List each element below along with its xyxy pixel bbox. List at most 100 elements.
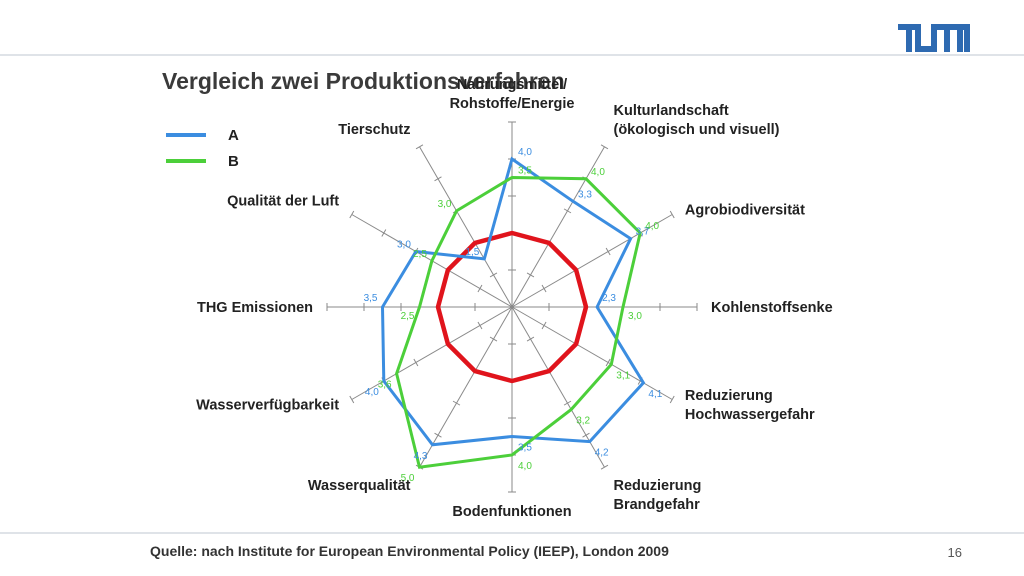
value-label-a: 3,5	[518, 443, 532, 454]
radar-axis	[419, 306, 513, 468]
legend-item-b: B	[166, 148, 239, 174]
axis-label-line: THG Emissionen	[197, 300, 313, 316]
radar-tick	[489, 272, 498, 278]
axis-label-line: Kulturlandschaft	[614, 103, 729, 119]
radar-tick	[600, 144, 609, 150]
radar-tick	[349, 210, 355, 219]
radar-tick	[669, 210, 675, 219]
series-b-line	[395, 175, 642, 469]
value-label-b: 2,5	[413, 249, 427, 260]
axis-label-line: Hochwassergefahr	[685, 407, 815, 423]
radar-tick	[600, 464, 609, 470]
legend-label-b: B	[228, 152, 239, 170]
value-label-b: 2,5	[401, 311, 415, 322]
axis-label: Kohlenstoffsenke	[711, 300, 833, 316]
radar-tick	[541, 321, 547, 330]
page-title: Vergleich zwei Produktionsverfahren	[162, 68, 565, 94]
value-label-a: 3,3	[578, 189, 592, 200]
value-label-a: 4,2	[595, 448, 609, 459]
value-label-a: 3,5	[364, 293, 378, 304]
axis-label: Wasserverfügbarkeit	[196, 398, 339, 414]
radar-axis	[511, 306, 673, 400]
axis-label-line: Wasserqualität	[308, 478, 411, 494]
value-label-b: 4,0	[518, 461, 532, 472]
value-label-b: 3,1	[616, 370, 630, 381]
series-a-line	[380, 156, 646, 447]
axis-label-line: Qualität der Luft	[227, 194, 339, 210]
legend-label-a: A	[228, 126, 239, 144]
radar-tick	[669, 395, 675, 404]
radar-tick	[415, 144, 424, 150]
radar-tick	[526, 272, 535, 278]
axis-label: Reduzierung Brandgefahr	[614, 478, 702, 513]
axis-label-line: (ökologisch und visuell)	[614, 122, 780, 138]
radar-tick	[582, 432, 590, 438]
axis-label: Qualität der Luft	[227, 194, 339, 210]
axis-label: Bodenfunktionen	[452, 504, 571, 520]
value-label-b: 5,0	[401, 473, 415, 484]
radar-tick	[413, 358, 419, 367]
axis-label-line: Brandgefahr	[614, 497, 701, 513]
radar-tick	[489, 336, 498, 342]
header-divider	[0, 54, 1024, 56]
value-label-b: 3,2	[576, 416, 590, 427]
legend-item-a: A	[166, 122, 239, 148]
radar-tick	[526, 336, 535, 342]
axis-label-line: Tierschutz	[338, 122, 410, 138]
value-label-a: 1,5	[465, 247, 479, 258]
chart-legend: A B	[166, 122, 239, 174]
value-label-a: 2,3	[602, 293, 616, 304]
radar-tick	[434, 176, 442, 182]
axis-label: Reduzierung Hochwassergefahr	[685, 388, 815, 423]
axis-label: THG Emissionen	[197, 300, 313, 316]
axis-label-line: Agrobiodiversität	[685, 203, 805, 219]
axis-label: Agrobiodiversität	[685, 203, 805, 219]
value-label-a: 4,1	[648, 389, 662, 400]
page-number: 16	[947, 545, 962, 560]
value-label-a: 3,0	[397, 240, 411, 251]
radar-axis	[511, 214, 673, 308]
axis-label-line: Bodenfunktionen	[452, 504, 571, 520]
radar-tick	[605, 247, 611, 256]
axis-label-line: Rohstoffe/Energie	[450, 96, 575, 112]
radar-axis	[511, 146, 605, 308]
source-note: Quelle: nach Institute for European Envi…	[150, 543, 669, 559]
radar-tick	[434, 432, 442, 438]
footer-divider	[0, 532, 1024, 534]
reference-ring	[435, 230, 589, 384]
legend-swatch-a	[166, 133, 206, 137]
radar-axis	[351, 306, 513, 400]
radar-tick	[563, 400, 572, 406]
value-label-a: 4,0	[518, 147, 532, 158]
value-label-b: 4,0	[645, 221, 659, 232]
axis-label-line: Reduzierung	[685, 388, 773, 404]
value-label-a: 4,3	[414, 451, 428, 462]
tum-logo	[898, 24, 970, 52]
value-label-a: 4,0	[365, 387, 379, 398]
value-label-b: 3,6	[378, 380, 392, 391]
axis-label-line: Reduzierung	[614, 478, 702, 494]
radar-tick	[477, 321, 483, 330]
value-label-b: 3,5	[518, 166, 532, 177]
axis-label: Tierschutz	[338, 122, 410, 138]
radar-tick	[477, 284, 483, 293]
axis-label: Nahrungsmittel/Rohstoffe/Energie	[450, 77, 575, 112]
radar-tick	[452, 400, 461, 406]
radar-tick	[349, 395, 355, 404]
radar-tick	[541, 284, 547, 293]
axis-label: Kulturlandschaft (ökologisch und visuell)	[614, 103, 780, 138]
legend-swatch-b	[166, 159, 206, 163]
radar-tick	[381, 229, 387, 237]
value-label-a: 3,7	[636, 227, 650, 238]
axis-label-line: Nahrungsmittel/	[457, 77, 567, 93]
radar-tick	[605, 358, 611, 367]
radar-tick	[563, 208, 572, 214]
value-label-b: 4,0	[591, 167, 605, 178]
axis-label-line: Wasserverfügbarkeit	[196, 398, 339, 414]
radar-axis	[419, 146, 513, 308]
value-label-b: 3,0	[628, 311, 642, 322]
axis-label-line: Kohlenstoffsenke	[711, 300, 833, 316]
value-label-b: 3,0	[438, 199, 452, 210]
axis-label: Wasserqualität	[308, 478, 411, 494]
